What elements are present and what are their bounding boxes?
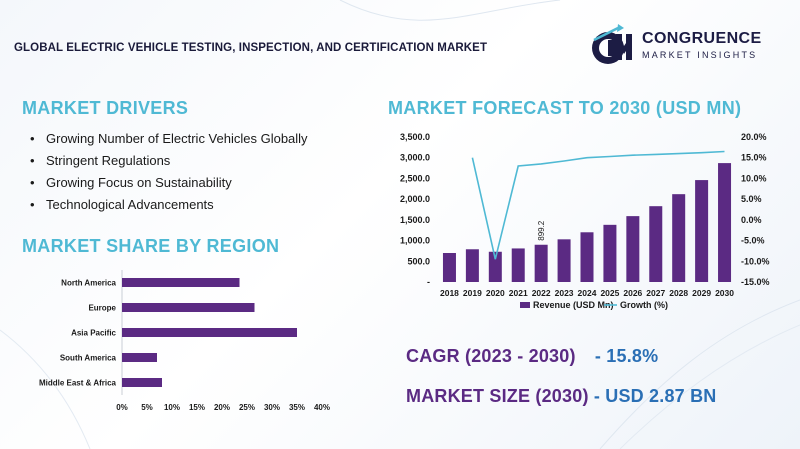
region-category-label: South America [60,354,117,363]
forecast-x-tick-label: 2024 [578,288,597,298]
driver-text: Technological Advancements [46,197,214,212]
market-size-stat: MARKET SIZE (2030) - USD 2.87 BN [406,386,716,407]
list-item: • Technological Advancements [30,194,308,216]
region-x-tick-label: 20% [214,403,230,412]
legend-revenue-swatch [520,302,530,308]
forecast-left-tick-label: 2,000.0 [400,194,430,204]
market-share-heading: MARKET SHARE BY REGION [22,236,280,256]
region-x-tick-label: 0% [116,403,128,412]
region-x-tick-label: 25% [239,403,255,412]
forecast-right-tick-label: 20.0% [741,132,767,142]
bullet: • [30,131,35,146]
region-bar [122,303,255,312]
region-bar [122,328,297,337]
region-bar [122,353,157,362]
forecast-left-tick-label: 2,500.0 [400,173,430,183]
page-title: GLOBAL ELECTRIC VEHICLE TESTING, INSPECT… [14,42,488,54]
forecast-bar [465,249,479,282]
cagr-stat: CAGR (2023 - 2030) - 15.8% [406,346,658,367]
market-drivers-list: • Growing Number of Electric Vehicles Glo… [30,128,308,216]
forecast-bar [442,253,456,282]
list-item: • Growing Number of Electric Vehicles Glo… [30,128,308,150]
forecast-bar [603,224,617,282]
region-x-tick-label: 40% [314,403,330,412]
region-x-tick-label: 5% [141,403,153,412]
forecast-x-tick-label: 2020 [486,288,505,298]
cagr-label: CAGR (2023 - 2030) [406,346,576,366]
driver-text: Stringent Regulations [46,153,171,168]
region-x-tick-label: 30% [264,403,280,412]
company-logo: CONGRUENCE MARKET INSIGHTS [588,22,788,68]
forecast-bar [488,251,502,282]
region-x-tick-label: 35% [289,403,305,412]
forecast-x-tick-label: 2019 [463,288,482,298]
market-size-value: - USD 2.87 BN [593,386,717,406]
logo-subtitle: MARKET INSIGHTS [642,50,758,60]
forecast-bar [580,232,594,282]
market-drivers-heading: MARKET DRIVERS [22,98,189,118]
region-bar [122,378,162,387]
logo-name: CONGRUENCE [642,30,762,47]
region-category-label: North America [61,279,116,288]
forecast-bar [672,194,686,282]
bullet: • [30,197,35,212]
driver-text: Growing Focus on Sustainability [46,175,232,190]
forecast-x-tick-label: 2023 [555,288,574,298]
forecast-bar [511,248,525,282]
forecast-x-tick-label: 2030 [715,288,734,298]
forecast-left-tick-label: 500.0 [407,256,430,266]
forecast-x-tick-label: 2022 [532,288,551,298]
forecast-right-tick-label: -15.0% [741,277,770,287]
forecast-left-tick-label: 3,500.0 [400,132,430,142]
growth-line [471,150,725,260]
cagr-value: - 15.8% [594,346,659,366]
forecast-left-tick-label: - [427,277,430,287]
forecast-x-tick-label: 2027 [646,288,665,298]
list-item: • Stringent Regulations [30,150,308,172]
forecast-left-tick-label: 1,500.0 [400,215,430,225]
region-x-tick-label: 10% [164,403,180,412]
forecast-x-tick-label: 2029 [692,288,711,298]
forecast-bar [534,244,548,282]
forecast-bar [649,206,663,282]
region-bar [122,278,240,287]
logo-mark-icon [592,24,632,64]
forecast-x-tick-label: 2025 [600,288,619,298]
forecast-right-tick-label: 0.0% [741,215,762,225]
driver-text: Growing Number of Electric Vehicles Glob… [46,131,308,146]
forecast-bar [695,180,709,282]
bullet: • [30,175,35,190]
forecast-right-tick-label: -10.0% [741,256,770,266]
forecast-bar [557,239,571,282]
list-item: • Growing Focus on Sustainability [30,172,308,194]
forecast-x-tick-label: 2018 [440,288,459,298]
market-forecast-heading: MARKET FORECAST TO 2030 (USD MN) [388,98,742,118]
legend-growth-label: Growth (%) [620,300,668,310]
region-x-tick-label: 15% [189,403,205,412]
forecast-right-tick-label: 15.0% [741,153,767,163]
region-category-label: Middle East & Africa [39,379,117,388]
forecast-x-tick-label: 2026 [623,288,642,298]
forecast-left-tick-label: 3,000.0 [400,153,430,163]
forecast-left-tick-label: 1,000.0 [400,236,430,246]
forecast-bar [626,216,640,282]
region-category-label: Europe [88,304,116,313]
forecast-right-tick-label: -5.0% [741,236,765,246]
forecast-x-tick-label: 2028 [669,288,688,298]
forecast-right-tick-label: 5.0% [741,194,762,204]
forecast-x-tick-label: 2021 [509,288,528,298]
region-category-label: Asia Pacific [71,329,116,338]
forecast-right-tick-label: 10.0% [741,173,767,183]
legend-revenue-label: Revenue (USD Mn) [533,300,614,310]
forecast-data-label: 899.2 [537,220,546,241]
market-size-label: MARKET SIZE (2030) [406,386,589,406]
forecast-bar [718,163,732,282]
bullet: • [30,153,35,168]
